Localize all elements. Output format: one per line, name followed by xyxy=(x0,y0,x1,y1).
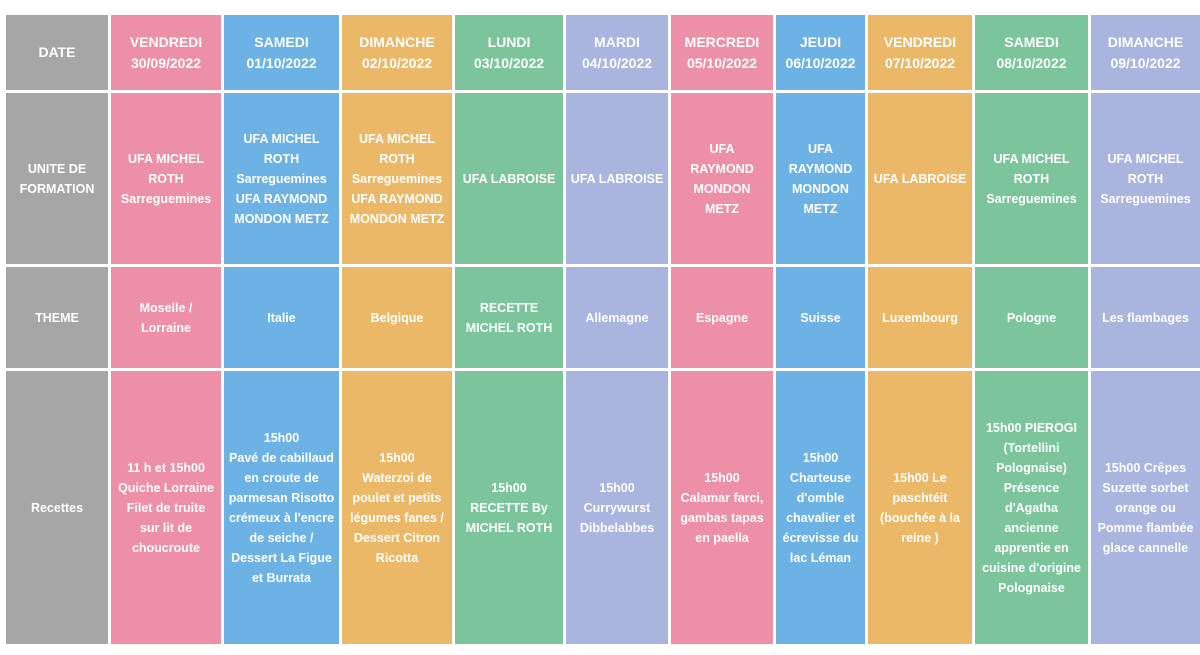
date-label: SAMEDI 01/10/2022 xyxy=(246,33,317,71)
date-header-cell: MARDI 04/10/2022 xyxy=(566,15,668,90)
date-label: MERCREDI 05/10/2022 xyxy=(684,33,760,71)
unite-label: UFA RAYMOND MONDON METZ xyxy=(690,141,754,216)
theme-cell: Espagne xyxy=(671,267,773,368)
date-label: MARDI 04/10/2022 xyxy=(581,33,653,71)
recette-label: 15h00 Calamar farci, gambas tapas en pae… xyxy=(680,470,764,545)
theme-cell: Suisse xyxy=(776,267,865,368)
date-header-cell: MERCREDI 05/10/2022 xyxy=(671,15,773,90)
theme-label: Luxembourg xyxy=(882,310,958,325)
date-header-cell: VENDREDI 30/09/2022 xyxy=(111,15,221,90)
unite-cell: UFA RAYMOND MONDON METZ xyxy=(776,93,865,264)
theme-cell: Luxembourg xyxy=(868,267,972,368)
date-header-cell: JEUDI 06/10/2022 xyxy=(776,15,865,90)
recette-label: 15h00 Le paschtéit (bouchée à la reine ) xyxy=(880,470,960,545)
theme-cell: Allemagne xyxy=(566,267,668,368)
theme-label: Pologne xyxy=(1006,310,1057,325)
date-label: VENDREDI 07/10/2022 xyxy=(883,33,957,71)
recette-label: 15h00 Currywurst Dibbelabbes xyxy=(579,480,655,535)
recette-label: 15h00 PIEROGI (Tortellini Polognaise) Pr… xyxy=(982,420,1081,595)
recette-cell: 11 h et 15h00 Quiche Lorraine Filet de t… xyxy=(111,371,221,644)
theme-label: RECETTE MICHEL ROTH xyxy=(465,300,553,335)
theme-cell: Belgique xyxy=(342,267,452,368)
date-header-cell: SAMEDI 01/10/2022 xyxy=(224,15,339,90)
theme-label: Italie xyxy=(267,310,296,325)
row-header-theme-label: THEME xyxy=(35,310,79,325)
row-header-unite: UNITE DE FORMATION xyxy=(6,93,108,264)
schedule-table: DATE VENDREDI 30/09/2022 SAMEDI 01/10/20… xyxy=(6,15,1200,644)
unite-cell: UFA MICHEL ROTH Sarreguemines xyxy=(1091,93,1200,264)
recette-label: 15h00 Crêpes Suzette sorbet orange ou Po… xyxy=(1097,460,1194,555)
date-label: DIMANCHE 02/10/2022 xyxy=(359,33,435,71)
recette-cell: 15h00 PIEROGI (Tortellini Polognaise) Pr… xyxy=(975,371,1088,644)
row-header-theme: THEME xyxy=(6,267,108,368)
recette-cell: 15h00 Calamar farci, gambas tapas en pae… xyxy=(671,371,773,644)
theme-label: Espagne xyxy=(695,310,749,325)
row-header-date-label: DATE xyxy=(38,44,76,60)
row-header-recettes-label: Recettes xyxy=(30,500,84,515)
recette-cell: 15h00 RECETTE By MICHEL ROTH xyxy=(455,371,563,644)
recette-label: 15h00 RECETTE By MICHEL ROTH xyxy=(465,480,553,535)
recette-cell: 15h00 Pavé de cabillaud en croute de par… xyxy=(224,371,339,644)
recette-label: 15h00 Waterzoi de poulet et petits légum… xyxy=(350,450,444,565)
unite-cell: UFA LABROISE xyxy=(566,93,668,264)
unite-cell: UFA MICHEL ROTH Sarreguemines xyxy=(975,93,1088,264)
date-header-cell: SAMEDI 08/10/2022 xyxy=(975,15,1088,90)
date-label: JEUDI 06/10/2022 xyxy=(785,33,856,71)
date-header-cell: VENDREDI 07/10/2022 xyxy=(868,15,972,90)
unite-label: UFA MICHEL ROTH Sarreguemines UFA RAYMON… xyxy=(234,131,329,226)
recette-cell: 15h00 Currywurst Dibbelabbes xyxy=(566,371,668,644)
row-header-date: DATE xyxy=(6,15,108,90)
recette-cell: 15h00 Waterzoi de poulet et petits légum… xyxy=(342,371,452,644)
theme-cell: Italie xyxy=(224,267,339,368)
unite-label: UFA MICHEL ROTH Sarreguemines xyxy=(986,151,1077,206)
recette-label: 15h00 Pavé de cabillaud en croute de par… xyxy=(228,430,335,585)
date-label: SAMEDI 08/10/2022 xyxy=(996,33,1067,71)
date-label: DIMANCHE 09/10/2022 xyxy=(1107,33,1184,71)
theme-cell: Moselle / Lorraine xyxy=(111,267,221,368)
unite-label: UFA LABROISE xyxy=(570,171,664,186)
theme-label: Allemagne xyxy=(585,310,649,325)
unite-label: UFA LABROISE xyxy=(462,171,556,186)
date-header-cell: DIMANCHE 09/10/2022 xyxy=(1091,15,1200,90)
theme-label: Les flambages xyxy=(1102,310,1189,325)
date-label: VENDREDI 30/09/2022 xyxy=(129,33,203,71)
unite-label: UFA MICHEL ROTH Sarreguemines UFA RAYMON… xyxy=(349,131,445,226)
date-label: LUNDI 03/10/2022 xyxy=(473,33,545,71)
unite-cell: UFA LABROISE xyxy=(455,93,563,264)
theme-label: Moselle / Lorraine xyxy=(139,300,193,335)
date-header-cell: DIMANCHE 02/10/2022 xyxy=(342,15,452,90)
unite-label: UFA MICHEL ROTH Sarreguemines xyxy=(1100,151,1191,206)
row-header-unite-label: UNITE DE FORMATION xyxy=(19,161,95,196)
theme-cell: Pologne xyxy=(975,267,1088,368)
unite-label: UFA LABROISE xyxy=(873,171,967,186)
recette-label: 11 h et 15h00 Quiche Lorraine Filet de t… xyxy=(118,460,214,555)
unite-cell: UFA RAYMOND MONDON METZ xyxy=(671,93,773,264)
unite-label: UFA MICHEL ROTH Sarreguemines xyxy=(120,151,212,206)
unite-cell: UFA LABROISE xyxy=(868,93,972,264)
theme-label: Belgique xyxy=(370,310,424,325)
recette-cell: 15h00 Charteuse d'omble chavalier et écr… xyxy=(776,371,865,644)
theme-label: Suisse xyxy=(800,310,841,325)
recette-cell: 15h00 Le paschtéit (bouchée à la reine ) xyxy=(868,371,972,644)
theme-cell: Les flambages xyxy=(1091,267,1200,368)
date-header-cell: LUNDI 03/10/2022 xyxy=(455,15,563,90)
theme-cell: RECETTE MICHEL ROTH xyxy=(455,267,563,368)
row-header-recettes: Recettes xyxy=(6,371,108,644)
unite-label: UFA RAYMOND MONDON METZ xyxy=(788,141,853,216)
unite-cell: UFA MICHEL ROTH Sarreguemines UFA RAYMON… xyxy=(342,93,452,264)
recette-label: 15h00 Charteuse d'omble chavalier et écr… xyxy=(782,450,859,565)
recette-cell: 15h00 Crêpes Suzette sorbet orange ou Po… xyxy=(1091,371,1200,644)
unite-cell: UFA MICHEL ROTH Sarreguemines xyxy=(111,93,221,264)
unite-cell: UFA MICHEL ROTH Sarreguemines UFA RAYMON… xyxy=(224,93,339,264)
